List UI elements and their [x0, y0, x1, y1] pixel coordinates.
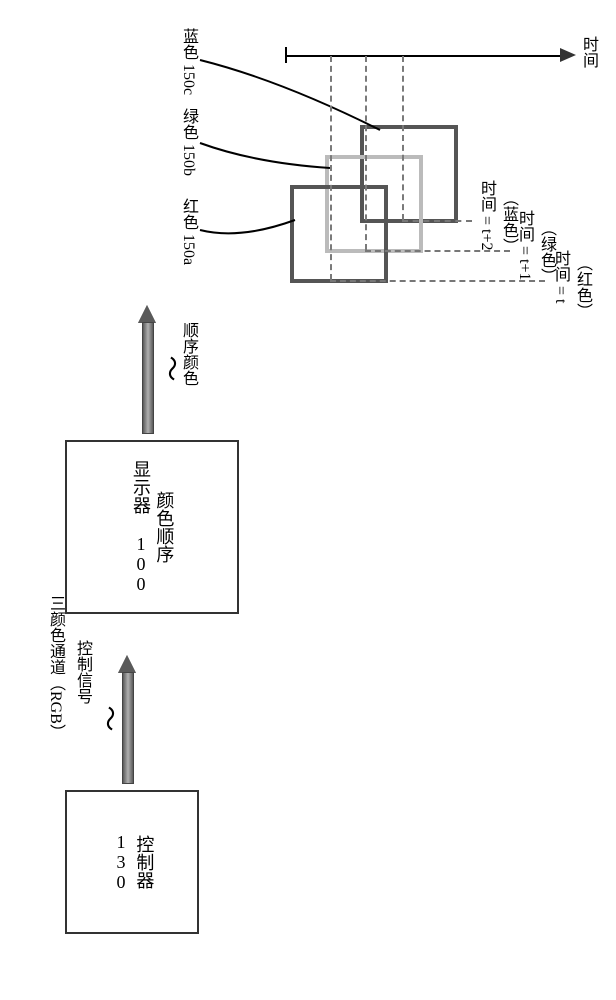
label-green: 绿色 150b	[178, 108, 198, 176]
dash-t1-label: 时间 = t+1	[514, 210, 534, 281]
tilde-1-icon: 〜	[93, 705, 130, 731]
dash-t1-l1: 时间 = t+1	[516, 210, 533, 281]
signal-label-group: 三颜色通道（RGB）	[45, 595, 65, 740]
dash-t0-l2: （红色）	[574, 255, 591, 319]
arrow-up-icon	[118, 655, 136, 673]
dash-t0	[330, 280, 545, 282]
arrow-up-icon-2	[138, 305, 156, 323]
square-red	[290, 185, 388, 283]
dash-t1	[365, 250, 510, 252]
dash-t2-label: 时间 = t+2	[476, 180, 496, 251]
time-axis-origin-tick	[285, 47, 287, 63]
arrow-sequence-stem	[142, 322, 154, 434]
signal-label-line2-wrap: 控制信号	[72, 640, 92, 704]
arrow-sequence	[138, 305, 156, 323]
tilde-2-icon: 〜	[155, 355, 192, 381]
controller-box: 控制器 130	[65, 790, 199, 934]
arrow-signal	[118, 655, 136, 673]
controller-title: 控制器	[134, 835, 154, 889]
arrow-right-icon	[560, 48, 576, 62]
dash-t0-label2: （红色）	[572, 255, 592, 319]
pointer-blue	[200, 45, 385, 135]
dash-t0-l1: 时间 = t	[552, 250, 569, 303]
signal-label-line2: 控制信号	[74, 640, 91, 704]
display-line1: 颜色顺序	[154, 491, 174, 563]
dash-v-t2	[402, 56, 404, 220]
time-axis-arrow	[560, 48, 576, 62]
controller-label: 控制器 130	[109, 832, 156, 892]
controller-id: 130	[111, 832, 131, 892]
display-label: 颜色顺序 显示器 100	[129, 460, 176, 594]
display-box: 颜色顺序 显示器 100	[65, 440, 239, 614]
display-line2: 显示器 100	[131, 460, 151, 594]
dash-t2	[402, 220, 472, 222]
dash-t0-label: 时间 = t	[550, 250, 570, 303]
time-axis-label: 时间	[578, 36, 598, 68]
pointer-red	[200, 200, 300, 280]
label-blue: 蓝色 150c	[178, 28, 198, 95]
diagram-stage: 控制器 130 三颜色通道（RGB） 控制信号 〜 颜色顺序 显示器 100 顺…	[0, 0, 616, 1000]
dash-v-t1	[365, 56, 367, 250]
dash-v-t0	[330, 56, 332, 280]
time-axis	[285, 55, 560, 57]
label-red: 红色 150a	[178, 198, 198, 265]
signal-label-line1: 三颜色通道（RGB）	[47, 595, 64, 740]
dash-t2-l1: 时间 = t+2	[478, 180, 495, 251]
